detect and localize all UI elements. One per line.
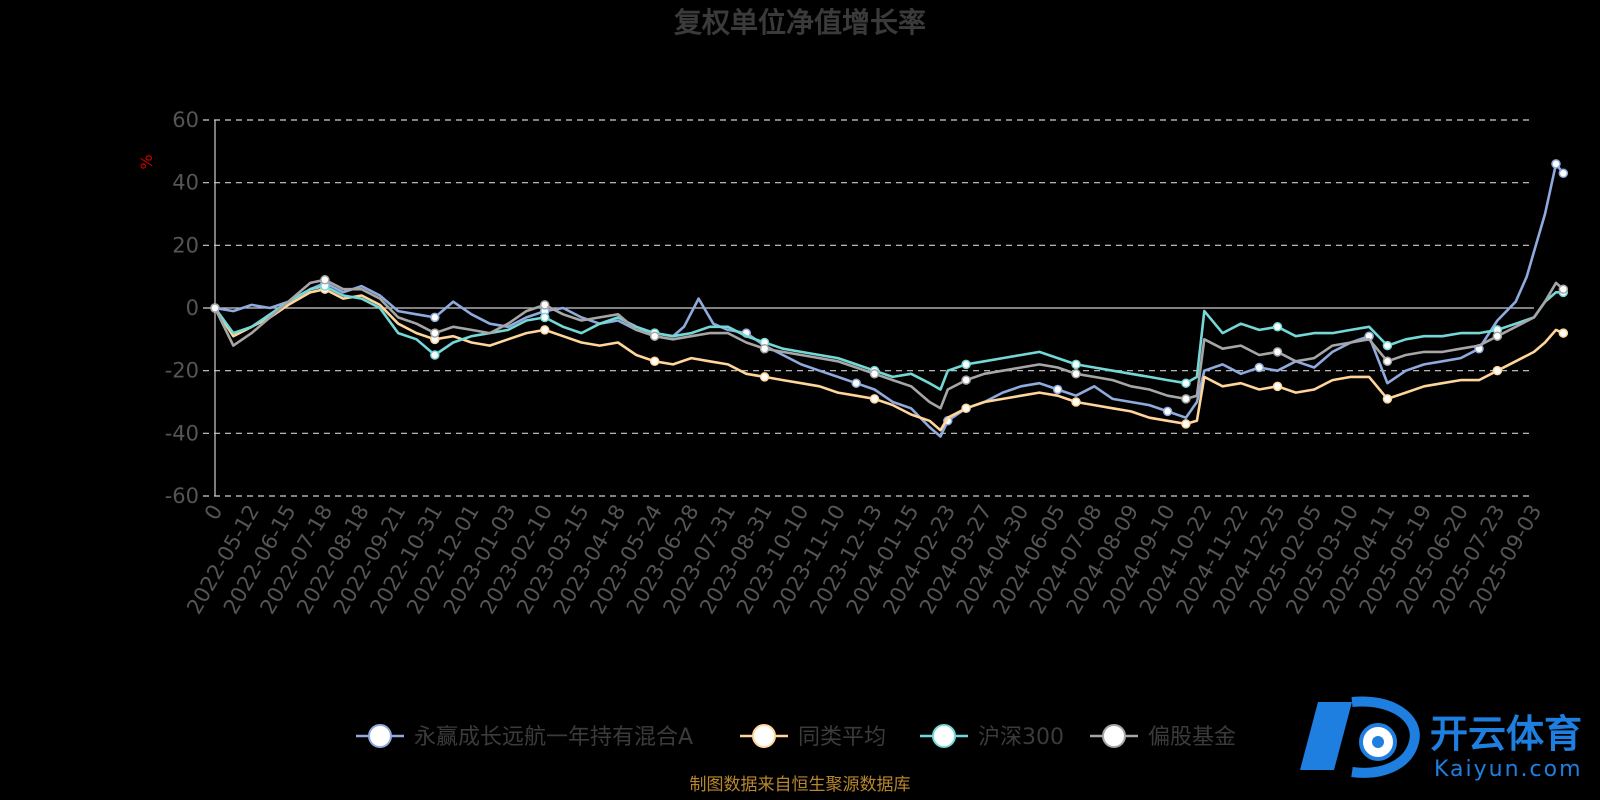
y-tick-label: -40 — [165, 421, 199, 445]
legend-item[interactable]: 偏股基金 — [1090, 724, 1236, 750]
series-point — [961, 359, 971, 370]
series-point — [1071, 397, 1081, 407]
series-point — [430, 350, 440, 360]
series-point — [430, 312, 440, 323]
series-line — [213, 287, 1564, 432]
series-point — [1181, 419, 1191, 429]
series-point — [540, 325, 550, 335]
legend-label: 沪深300 — [978, 725, 1064, 750]
series-point — [1492, 365, 1503, 376]
legend-label: 偏股基金 — [1148, 725, 1236, 750]
series-line — [213, 284, 1564, 391]
series-point — [1181, 378, 1191, 388]
series-point — [1492, 331, 1503, 341]
series-point — [1181, 394, 1191, 404]
brand-name-cn: 开云体育 — [1430, 712, 1582, 756]
x-tick-label: 0 — [200, 501, 227, 525]
y-axis-unit: % — [137, 154, 156, 169]
legend-item[interactable]: 永赢成长远航一年持有混合A — [356, 724, 693, 750]
series-point — [1071, 369, 1081, 379]
logo-mark-icon — [1300, 696, 1420, 778]
brand-logo: 开云体育 Kaiyun.com — [1300, 696, 1583, 782]
legend-label: 永赢成长远航一年持有混合A — [414, 725, 693, 750]
series-point — [1558, 168, 1569, 179]
y-tick-label: 60 — [172, 108, 199, 132]
series-point — [869, 369, 880, 379]
series-point — [759, 372, 770, 382]
series-point — [1162, 406, 1173, 417]
legend-marker — [752, 724, 776, 748]
series-point — [961, 403, 971, 414]
chart-title: 复权单位净值增长率 — [674, 6, 926, 39]
brand-name-en: Kaiyun.com — [1434, 757, 1583, 782]
series-point — [1558, 328, 1569, 338]
y-tick-label: -60 — [165, 484, 199, 508]
series-line — [214, 162, 1565, 438]
series-point — [961, 375, 971, 385]
series-point — [649, 331, 660, 341]
y-tick-label: 20 — [172, 233, 199, 257]
series-point — [649, 356, 660, 367]
series-point — [1272, 322, 1283, 332]
y-tick-label: 0 — [186, 296, 199, 320]
series-lines — [210, 159, 1569, 438]
legend-item[interactable]: 沪深300 — [920, 724, 1064, 750]
series-point — [759, 343, 770, 354]
series-point — [320, 275, 330, 285]
legend-marker — [368, 724, 392, 748]
y-tick-label: 40 — [172, 171, 199, 195]
series-point — [540, 312, 550, 323]
series-point — [1382, 394, 1393, 404]
series-point — [1551, 159, 1561, 169]
series-point — [869, 394, 880, 404]
legend-marker — [932, 724, 956, 748]
legend-marker — [1102, 724, 1126, 748]
series-point — [1052, 384, 1063, 395]
series-point — [430, 328, 440, 338]
series-point — [1382, 356, 1393, 367]
series-point — [1254, 362, 1264, 373]
legend-item[interactable]: 同类平均 — [740, 724, 886, 750]
series-point — [851, 378, 861, 388]
series-point — [1272, 347, 1283, 357]
legend[interactable]: 永赢成长远航一年持有混合A 同类平均 沪深300 偏股基金 — [356, 724, 1236, 750]
source-note: 制图数据来自恒生聚源数据库 — [690, 775, 911, 795]
x-tick-labels: 02022-05-122022-06-152022-07-182022-08-1… — [182, 501, 1546, 619]
y-tick-labels: 60 40 20 0 -20 -40 -60 — [165, 108, 199, 508]
series-point — [210, 303, 220, 313]
series-point — [1382, 340, 1393, 351]
series-point — [1558, 284, 1569, 294]
series-point — [540, 300, 550, 310]
legend-label: 同类平均 — [798, 725, 886, 750]
series-point — [1071, 359, 1081, 370]
grid — [203, 119, 1534, 497]
series-line — [213, 278, 1565, 410]
series-point — [1272, 381, 1283, 392]
y-tick-label: -20 — [165, 359, 199, 383]
